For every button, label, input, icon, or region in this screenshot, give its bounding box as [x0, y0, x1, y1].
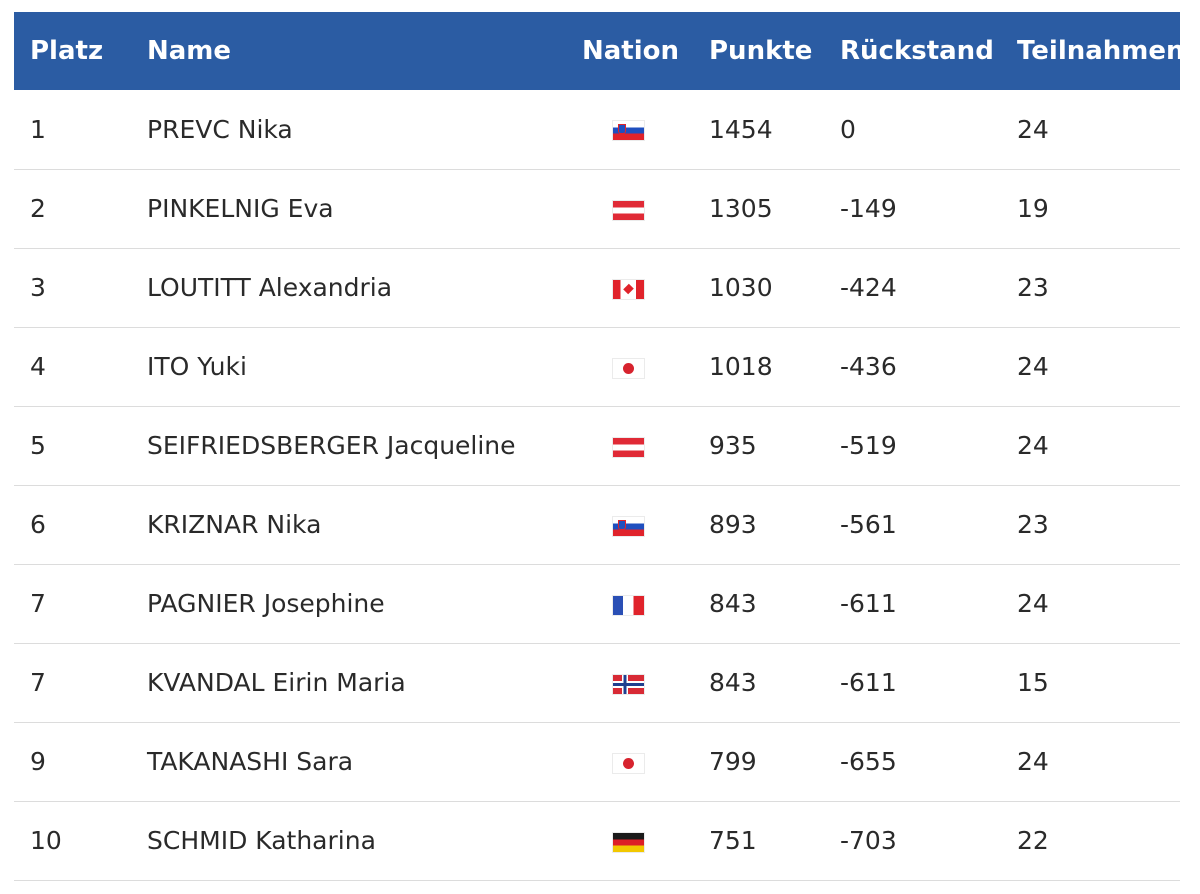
- table-row[interactable]: 6 KRIZNAR Nika 893 -561 23: [14, 485, 1180, 564]
- points-cell: 1030: [709, 273, 773, 302]
- table-row[interactable]: 3 LOUTITT Alexandria 1030 -424 23: [14, 248, 1180, 327]
- germany-flag-icon: [613, 832, 644, 852]
- rank-cell: 5: [30, 431, 46, 460]
- starts-cell: 24: [1017, 352, 1049, 381]
- nation-cell: [582, 643, 709, 722]
- nation-cell: [582, 90, 709, 169]
- athlete-name[interactable]: TAKANASHI Sara: [147, 747, 354, 776]
- nation-cell: [582, 485, 709, 564]
- header-row: Platz Name Nation Punkte Rückstand Teiln…: [14, 12, 1185, 90]
- gap-cell: -611: [840, 668, 897, 697]
- points-cell: 1454: [709, 114, 773, 144]
- points-cell: 935: [709, 431, 757, 460]
- starts-cell: 24: [1017, 431, 1049, 460]
- athlete-name[interactable]: KRIZNAR Nika: [147, 510, 322, 539]
- slovenia-flag-icon: [613, 516, 644, 536]
- points-cell: 751: [709, 826, 757, 855]
- rank-cell: 7: [30, 589, 46, 618]
- rank-cell: 3: [30, 273, 46, 302]
- gap-cell: -424: [840, 273, 897, 302]
- table-row[interactable]: 4 ITO Yuki 1018 -436 24: [14, 327, 1180, 406]
- starts-cell: 23: [1017, 510, 1049, 539]
- athlete-name[interactable]: ITO Yuki: [147, 352, 247, 381]
- athlete-name[interactable]: PAGNIER Josephine: [147, 589, 385, 618]
- table-row[interactable]: 9 TAKANASHI Sara 799 -655 24: [14, 722, 1180, 801]
- header-name[interactable]: Name: [147, 36, 232, 66]
- header-punkte[interactable]: Punkte: [709, 36, 813, 66]
- nation-cell: [582, 169, 709, 248]
- points-cell: 1305: [709, 194, 773, 223]
- gap-cell: -561: [840, 510, 897, 539]
- table-header: Platz Name Nation Punkte Rückstand Teiln…: [14, 12, 1185, 90]
- nation-cell: [582, 248, 709, 327]
- austria-flag-icon: [613, 437, 644, 457]
- rank-cell: 2: [30, 194, 46, 223]
- athlete-name[interactable]: PINKELNIG Eva: [147, 194, 334, 223]
- starts-cell: 24: [1017, 747, 1049, 776]
- rank-cell: 10: [30, 826, 62, 855]
- gap-cell: -611: [840, 589, 897, 618]
- athlete-name[interactable]: SCHMID Katharina: [147, 826, 376, 855]
- austria-flag-icon: [613, 200, 644, 220]
- points-cell: 843: [709, 589, 757, 618]
- japan-flag-icon: [613, 753, 644, 773]
- table-row[interactable]: 10 SCHMID Katharina 751 -703 22: [14, 801, 1180, 880]
- points-cell: 799: [709, 747, 757, 776]
- rank-cell: 4: [30, 352, 46, 381]
- norway-flag-icon: [613, 674, 644, 694]
- table-row[interactable]: 5 SEIFRIEDSBERGER Jacqueline 935 -519 24: [14, 406, 1180, 485]
- starts-cell: 24: [1017, 114, 1049, 144]
- nation-cell: [582, 564, 709, 643]
- gap-cell: -149: [840, 194, 897, 223]
- rank-cell: 6: [30, 510, 46, 539]
- standings-container: Platz Name Nation Punkte Rückstand Teiln…: [14, 12, 1185, 881]
- nation-cell: [582, 327, 709, 406]
- header-rueckstand[interactable]: Rückstand: [840, 36, 994, 66]
- table-row[interactable]: 2 PINKELNIG Eva 1305 -149 19: [14, 169, 1180, 248]
- rank-cell: 1: [30, 114, 46, 144]
- gap-cell: 0: [840, 114, 856, 144]
- gap-cell: -703: [840, 826, 897, 855]
- starts-cell: 24: [1017, 589, 1049, 618]
- starts-cell: 22: [1017, 826, 1049, 855]
- rank-cell: 7: [30, 668, 46, 697]
- canada-flag-icon: [613, 279, 644, 299]
- nation-cell: [582, 801, 709, 880]
- athlete-name[interactable]: KVANDAL Eirin Maria: [147, 668, 406, 697]
- france-flag-icon: [613, 595, 644, 615]
- standings-table: Platz Name Nation Punkte Rückstand Teiln…: [14, 12, 1185, 881]
- header-nation[interactable]: Nation: [582, 36, 680, 66]
- starts-cell: 15: [1017, 668, 1049, 697]
- header-platz[interactable]: Platz: [30, 36, 104, 66]
- nation-cell: [582, 722, 709, 801]
- table-row[interactable]: 7 KVANDAL Eirin Maria 843 -611 15: [14, 643, 1180, 722]
- gap-cell: -519: [840, 431, 897, 460]
- nation-cell: [582, 406, 709, 485]
- rank-cell: 9: [30, 747, 46, 776]
- points-cell: 1018: [709, 352, 773, 381]
- gap-cell: -655: [840, 747, 897, 776]
- japan-flag-icon: [613, 358, 644, 378]
- table-row[interactable]: 1 PREVC Nika 1454 0 24: [14, 90, 1180, 169]
- table-row[interactable]: 7 PAGNIER Josephine 843 -611 24: [14, 564, 1180, 643]
- table-body: 1 PREVC Nika 1454 0 24 2 PINKELNIG Eva 1…: [14, 90, 1180, 880]
- starts-cell: 19: [1017, 194, 1049, 223]
- header-teilnahmen[interactable]: Teilnahmen: [1017, 36, 1185, 66]
- points-cell: 893: [709, 510, 757, 539]
- gap-cell: -436: [840, 352, 897, 381]
- athlete-name[interactable]: LOUTITT Alexandria: [147, 273, 393, 302]
- points-cell: 843: [709, 668, 757, 697]
- athlete-name[interactable]: PREVC Nika: [147, 114, 293, 144]
- starts-cell: 23: [1017, 273, 1049, 302]
- slovenia-flag-icon: [613, 121, 644, 141]
- athlete-name[interactable]: SEIFRIEDSBERGER Jacqueline: [147, 431, 516, 460]
